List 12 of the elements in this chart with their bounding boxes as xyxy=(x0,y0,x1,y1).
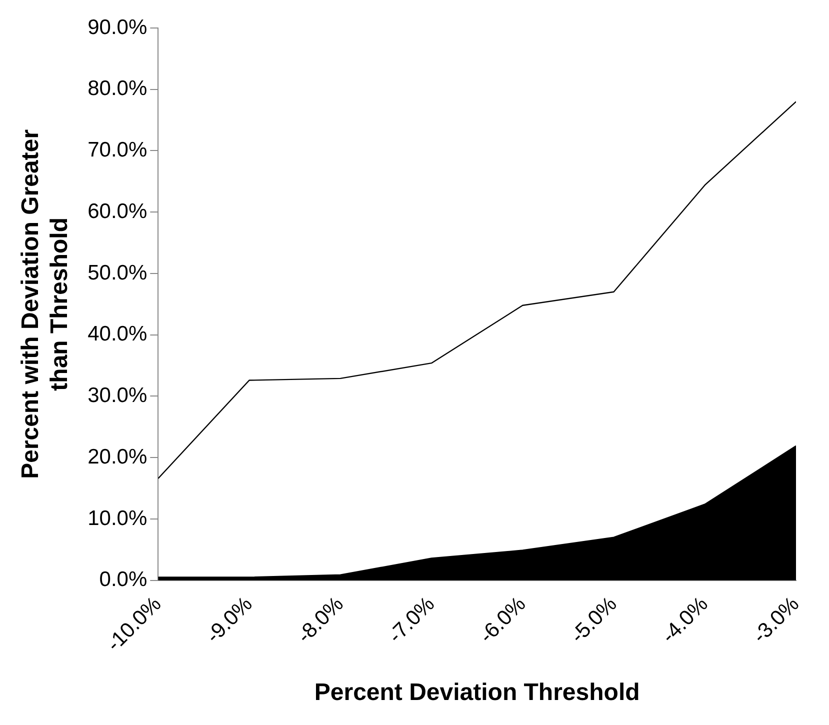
y-tick-label: 60.0% xyxy=(88,200,148,223)
y-tick-label: 20.0% xyxy=(88,445,148,468)
y-tick-label: 90.0% xyxy=(88,16,148,39)
y-tick-label: 70.0% xyxy=(88,138,148,162)
x-axis-title: Percent Deviation Threshold xyxy=(314,679,640,706)
y-tick-label: 50.0% xyxy=(88,261,148,284)
y-tick-label: 40.0% xyxy=(88,322,148,346)
y-tick-label: 30.0% xyxy=(88,384,148,408)
y-tick-label: 80.0% xyxy=(88,77,148,100)
y-tick-label: 0.0% xyxy=(99,568,148,592)
y-axis-title: Percent with Deviation Greater than Threshold xyxy=(17,129,73,479)
y-tick-label: 10.0% xyxy=(88,506,148,530)
